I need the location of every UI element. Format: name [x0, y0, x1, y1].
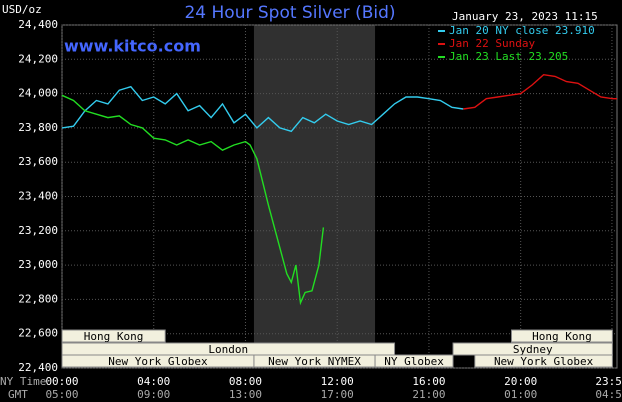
x-tick-label: 23:59: [595, 375, 622, 388]
y-tick-label: 23,800: [18, 121, 58, 134]
session-label: New York Globex: [494, 355, 594, 368]
y-unit: USD/oz: [2, 3, 42, 16]
x2-tick-label: 01:00: [504, 388, 537, 401]
x-tick-label: 12:00: [321, 375, 354, 388]
y-tick-label: 23,200: [18, 224, 58, 237]
session-label: Hong Kong: [84, 330, 144, 343]
y-tick-label: 22,400: [18, 361, 58, 374]
legend-label: Jan 20 NY close 23.910: [449, 24, 595, 37]
session-label: New York NYMEX: [268, 355, 361, 368]
timestamp: January 23, 2023 11:15: [452, 10, 598, 23]
y-tick-label: 24,200: [18, 52, 58, 65]
x-tick-label: 04:00: [137, 375, 170, 388]
x2-tick-label: 13:00: [229, 388, 262, 401]
x2-tick-label: 21:00: [412, 388, 445, 401]
session-label: London: [208, 343, 248, 356]
session-box: [374, 354, 454, 368]
x2-tick-label: 05:00: [45, 388, 78, 401]
x-tick-label: 08:00: [229, 375, 262, 388]
y-tick-label: 22,800: [18, 292, 58, 305]
chart-title: 24 Hour Spot Silver (Bid): [184, 3, 395, 23]
x-tick-label: 16:00: [412, 375, 445, 388]
session-box: [474, 354, 613, 368]
legend-label: Jan 22 Sunday: [449, 37, 535, 50]
session-label: Sydney: [513, 343, 553, 356]
price-line: [61, 85, 464, 133]
x2-tick-label: 17:00: [321, 388, 354, 401]
y-tick-label: 24,400: [18, 18, 58, 31]
legend-label: Jan 23 Last 23.205: [449, 50, 568, 63]
site-label: www.kitco.com: [64, 37, 201, 56]
session-label: NY Globex: [384, 355, 444, 368]
x-tick-label: 20:00: [504, 375, 537, 388]
y-tick-label: 22,600: [18, 327, 58, 340]
session-label: Hong Kong: [532, 330, 592, 343]
session-label: New York Globex: [108, 355, 208, 368]
x2-tick-label: 04:59: [595, 388, 622, 401]
x-tick-label: 00:00: [45, 375, 78, 388]
x2-label: GMT: [8, 388, 28, 401]
session-box: [61, 329, 166, 343]
price-line: [463, 73, 617, 110]
y-tick-label: 24,000: [18, 87, 58, 100]
x-label: NY Time: [0, 375, 46, 388]
price-line: [61, 94, 325, 306]
x2-tick-label: 09:00: [137, 388, 170, 401]
y-tick-label: 23,400: [18, 190, 58, 203]
session-box: [511, 329, 613, 343]
y-tick-label: 23,600: [18, 155, 58, 168]
y-tick-label: 23,000: [18, 258, 58, 271]
